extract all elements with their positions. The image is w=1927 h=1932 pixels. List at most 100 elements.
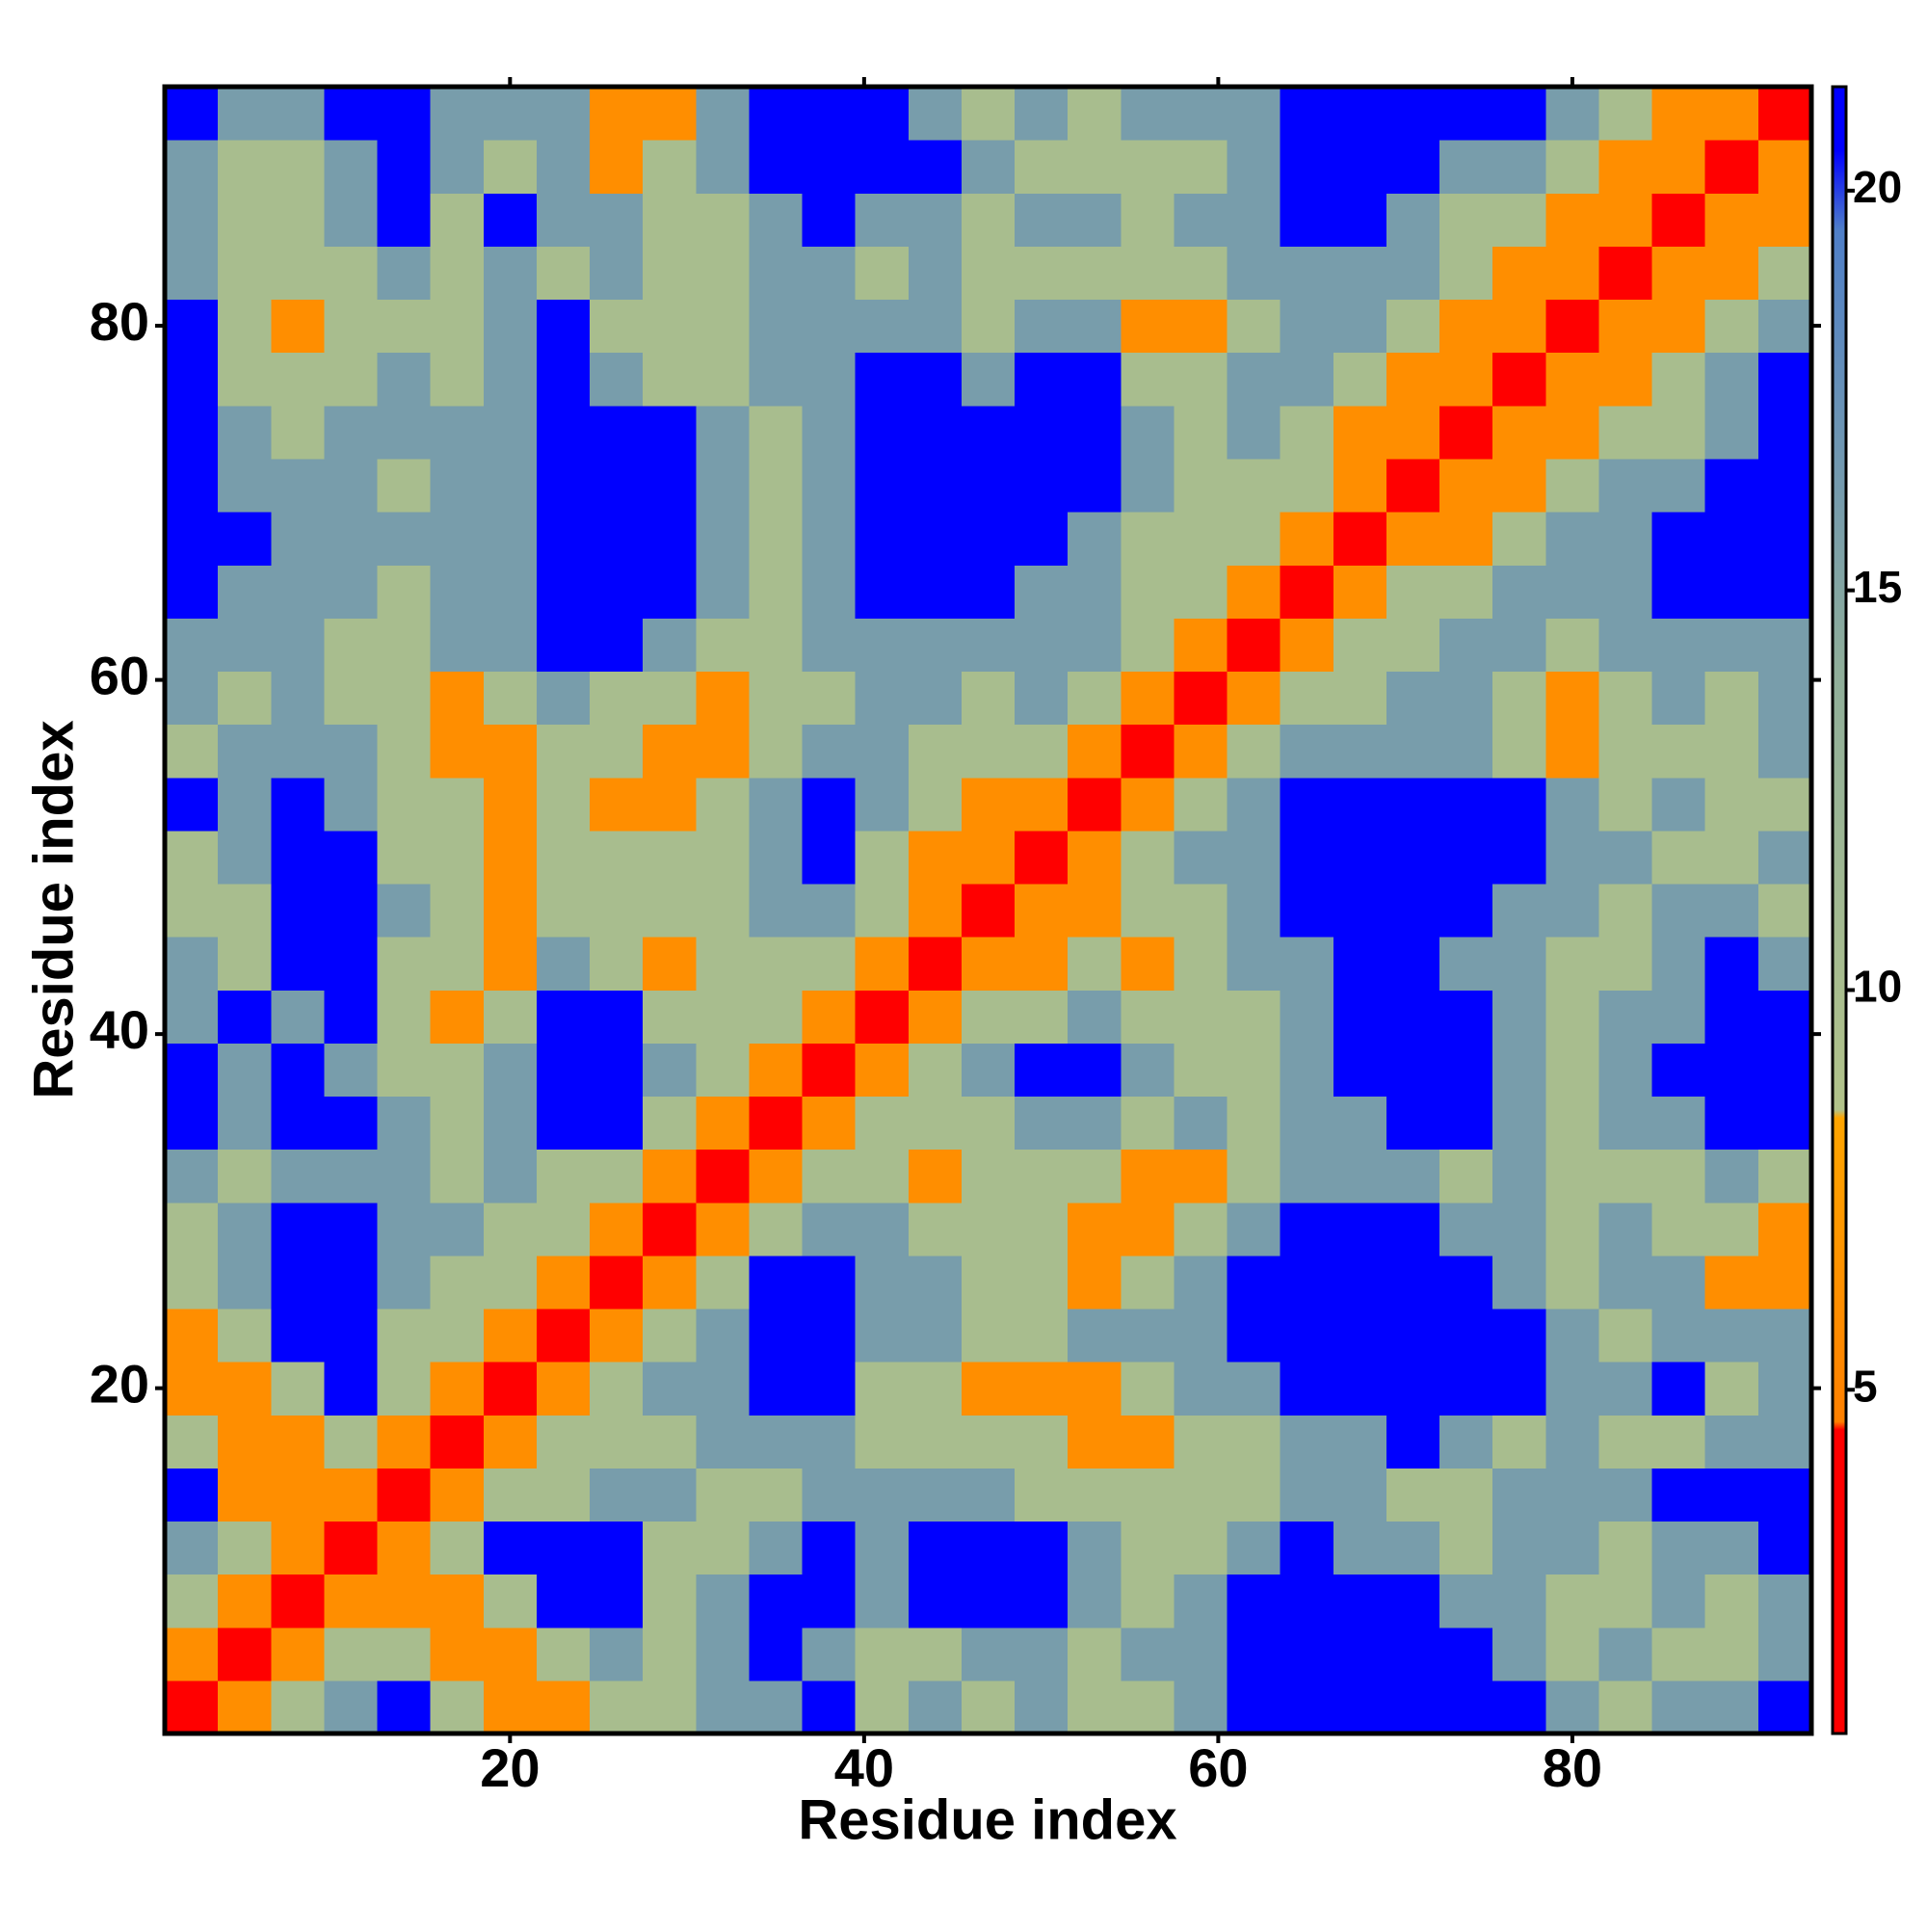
heatmap-cell (1757, 1255, 1812, 1310)
heatmap-cell (483, 1149, 538, 1204)
heatmap-cell (377, 1627, 432, 1681)
heatmap-cell (1704, 1096, 1759, 1151)
heatmap-cell (483, 458, 538, 513)
heatmap-cell (1015, 1627, 1069, 1681)
heatmap-cell (802, 193, 857, 247)
heatmap-cell (749, 777, 804, 832)
heatmap-cell (961, 671, 1016, 726)
heatmap-cell (1068, 299, 1122, 354)
colorbar-tick-label: 5 (1853, 1361, 1878, 1411)
heatmap-cell (1598, 1255, 1653, 1310)
heatmap-cell (696, 193, 751, 247)
heatmap-cell (324, 458, 379, 513)
heatmap-cell (1439, 883, 1493, 938)
heatmap-cell (1757, 565, 1812, 619)
heatmap-cell (1015, 671, 1069, 726)
heatmap-cell (1598, 405, 1653, 460)
heatmap-cell (590, 1255, 644, 1310)
heatmap-cell (590, 990, 644, 1044)
heatmap-cell (165, 990, 219, 1044)
heatmap-cell (430, 1468, 485, 1522)
heatmap-cell (536, 830, 591, 885)
heatmap-cell (483, 140, 538, 194)
heatmap-cell (430, 1255, 485, 1310)
heatmap-cell (483, 724, 538, 779)
heatmap-cell (1280, 724, 1334, 779)
heatmap-cell (324, 405, 379, 460)
heatmap-cell (1227, 140, 1281, 194)
heatmap-cell (696, 1627, 751, 1681)
heatmap-cell (643, 1362, 697, 1416)
heatmap-cell (749, 140, 804, 194)
heatmap-cell (1227, 512, 1281, 566)
heatmap-cell (590, 1202, 644, 1257)
heatmap-cell (430, 512, 485, 566)
heatmap-cell (1174, 1468, 1228, 1522)
heatmap-cell (908, 565, 963, 619)
heatmap-cell (1386, 724, 1440, 779)
heatmap-cell (1651, 1202, 1706, 1257)
heatmap-cell (1598, 724, 1653, 779)
heatmap-cell (1704, 565, 1759, 619)
heatmap-cell (218, 1149, 272, 1204)
heatmap-cell (1651, 512, 1706, 566)
heatmap-cell (324, 565, 379, 619)
heatmap-cell (696, 1202, 751, 1257)
heatmap-cell (855, 883, 910, 938)
heatmap-cell (1386, 883, 1440, 938)
heatmap-cell (1015, 1521, 1069, 1575)
heatmap-cell (643, 618, 697, 673)
heatmap-cell (1545, 299, 1600, 354)
heatmap-cell (802, 1627, 857, 1681)
heatmap-cell (1439, 87, 1493, 141)
heatmap-cell (324, 87, 379, 141)
heatmap-cell (643, 299, 697, 354)
heatmap-cell (908, 1308, 963, 1363)
heatmap-cell (536, 512, 591, 566)
heatmap-cell (1545, 990, 1600, 1044)
heatmap-cell (1598, 246, 1653, 301)
heatmap-cell (1121, 405, 1175, 460)
heatmap-cell (483, 883, 538, 938)
heatmap-cell (1545, 1149, 1600, 1204)
heatmap-cell (643, 1521, 697, 1575)
heatmap-cell (1386, 246, 1440, 301)
heatmap-cell (1545, 140, 1600, 194)
heatmap-cell (961, 777, 1016, 832)
heatmap-cell (324, 512, 379, 566)
heatmap-cell (1757, 246, 1812, 301)
heatmap-cell (1068, 724, 1122, 779)
heatmap-cell (1386, 352, 1440, 407)
heatmap-cell (643, 1096, 697, 1151)
heatmap-cell (483, 1043, 538, 1098)
heatmap-cell (1068, 352, 1122, 407)
heatmap-cell (643, 246, 697, 301)
heatmap-cell (165, 193, 219, 247)
heatmap-cell (1333, 1627, 1387, 1681)
heatmap-cell (643, 1202, 697, 1257)
heatmap-cell (377, 777, 432, 832)
heatmap-cell (1598, 1574, 1653, 1628)
heatmap-cell (1439, 352, 1493, 407)
heatmap-cell (908, 1627, 963, 1681)
heatmap-cell (855, 724, 910, 779)
heatmap-cell (1492, 405, 1546, 460)
heatmap-cell (1227, 1255, 1281, 1310)
heatmap-cell (749, 671, 804, 726)
heatmap-cell (1492, 830, 1546, 885)
heatmap-cell (1651, 937, 1706, 991)
heatmap-cell (1651, 1415, 1706, 1469)
heatmap-cell (1015, 883, 1069, 938)
heatmap-cell (165, 830, 219, 885)
heatmap-cell (1174, 830, 1228, 885)
heatmap-cell (324, 1202, 379, 1257)
heatmap-cell (1492, 299, 1546, 354)
heatmap-cell (1174, 1521, 1228, 1575)
heatmap-cell (1598, 937, 1653, 991)
heatmap-cell (218, 87, 272, 141)
heatmap-cell (1757, 990, 1812, 1044)
heatmap-cell (1545, 883, 1600, 938)
heatmap-cell (1757, 140, 1812, 194)
heatmap-cell (1757, 458, 1812, 513)
heatmap-cell (1068, 1415, 1122, 1469)
